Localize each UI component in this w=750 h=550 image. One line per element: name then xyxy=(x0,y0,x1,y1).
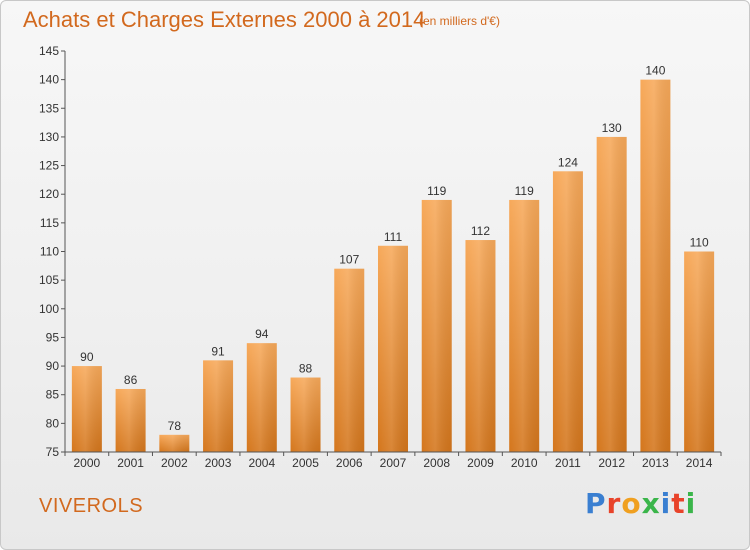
y-tick-label: 130 xyxy=(39,130,59,144)
y-tick-label: 105 xyxy=(39,273,59,287)
logo-letter: i xyxy=(660,487,672,520)
bar-shine-2006 xyxy=(334,268,365,452)
data-label-2003: 91 xyxy=(211,344,225,358)
bar-shine-2007 xyxy=(378,245,408,452)
y-tick-label: 110 xyxy=(40,245,59,259)
bar-shine-2010 xyxy=(509,199,540,452)
logo-letter: P xyxy=(585,487,607,520)
chart-title: Achats et Charges Externes 2000 à 2014 xyxy=(23,7,426,32)
data-label-2005: 88 xyxy=(299,362,313,376)
data-label-2011: 124 xyxy=(558,155,578,169)
data-label-2013: 140 xyxy=(645,64,665,78)
x-tick-label-2006: 2006 xyxy=(336,456,363,470)
bar-shine-2008 xyxy=(421,199,452,452)
data-label-2007: 111 xyxy=(384,230,403,244)
logo-letter: x xyxy=(641,487,661,520)
x-tick-label-2007: 2007 xyxy=(380,456,407,470)
logo-letter: r xyxy=(606,487,622,520)
x-tick-label-2000: 2000 xyxy=(74,456,101,470)
logo-letter: o xyxy=(621,487,642,520)
y-tick-label: 140 xyxy=(39,73,59,87)
data-label-2004: 94 xyxy=(255,327,269,341)
x-tick-label-2005: 2005 xyxy=(292,456,319,470)
commune-name: VIVEROLS xyxy=(39,495,144,517)
data-label-2010: 119 xyxy=(515,184,534,198)
data-label-2006: 107 xyxy=(339,253,359,267)
x-tick-label-2004: 2004 xyxy=(248,456,275,470)
x-tick-label-2008: 2008 xyxy=(423,456,450,470)
data-label-2002: 78 xyxy=(168,419,182,433)
bar-shine-2004 xyxy=(246,343,277,452)
data-label-2008: 119 xyxy=(427,184,446,198)
logo-letter: i xyxy=(685,487,697,520)
x-tick-label-2013: 2013 xyxy=(642,456,669,470)
y-tick-label: 125 xyxy=(39,159,59,173)
bar-shine-2009 xyxy=(465,240,496,452)
x-tick-label-2010: 2010 xyxy=(511,456,538,470)
bar-shine-2005 xyxy=(290,377,321,452)
data-label-2009: 112 xyxy=(471,224,490,238)
y-tick-label: 100 xyxy=(39,302,59,316)
x-tick-label-2014: 2014 xyxy=(686,456,713,470)
data-label-2012: 130 xyxy=(602,121,622,135)
y-tick-label: 80 xyxy=(46,416,60,430)
logo-letter: t xyxy=(671,487,686,520)
proxiti-logo[interactable]: Proxiti xyxy=(585,487,696,520)
bar-shine-2014 xyxy=(684,251,715,452)
y-tick-label: 75 xyxy=(46,445,60,459)
bar-shine-2011 xyxy=(552,171,583,453)
bar-shine-2001 xyxy=(115,388,146,452)
bar-shine-2002 xyxy=(159,434,190,452)
x-tick-label-2012: 2012 xyxy=(598,456,625,470)
y-tick-label: 135 xyxy=(39,101,59,115)
x-tick-label-2002: 2002 xyxy=(161,456,188,470)
bar-shine-2013 xyxy=(640,79,671,453)
y-tick-label: 120 xyxy=(39,187,59,201)
chart-subtitle: (en milliers d'€) xyxy=(419,14,500,28)
y-tick-label: 115 xyxy=(40,216,59,230)
x-tick-label-2009: 2009 xyxy=(467,456,494,470)
data-label-2001: 86 xyxy=(124,373,138,387)
x-tick-label-2011: 2011 xyxy=(555,456,581,470)
data-label-2014: 110 xyxy=(690,236,709,250)
bar-shine-2003 xyxy=(203,360,234,452)
y-tick-label: 85 xyxy=(46,388,60,402)
y-tick-label: 145 xyxy=(39,44,59,58)
bar-shine-2000 xyxy=(71,366,102,452)
x-tick-label-2001: 2001 xyxy=(117,456,144,470)
x-tick-label-2003: 2003 xyxy=(205,456,232,470)
data-label-2000: 90 xyxy=(80,350,94,364)
bar-shine-2012 xyxy=(596,136,627,452)
y-tick-label: 95 xyxy=(46,330,60,344)
y-tick-label: 90 xyxy=(46,359,60,373)
